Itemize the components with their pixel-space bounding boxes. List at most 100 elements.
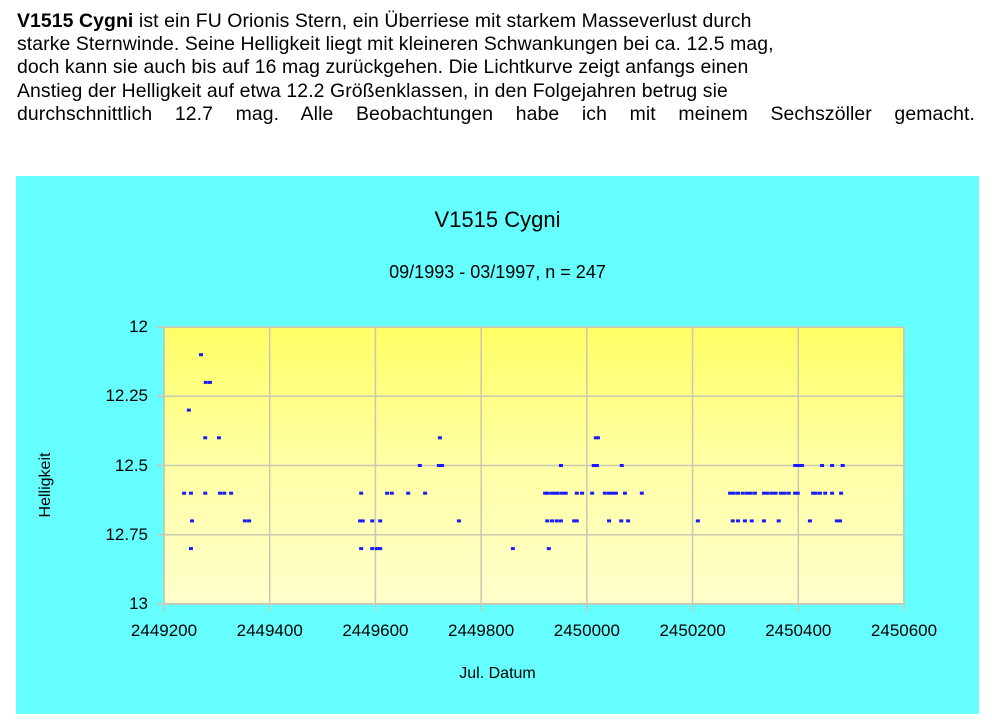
data-point [358,519,363,523]
data-point [796,464,801,467]
y-axis-label: Helligkeit [37,452,54,518]
data-point [563,491,568,495]
chart-svg [157,326,905,611]
data-point [736,491,741,495]
data-point [834,519,839,523]
data-point [619,519,624,523]
data-point [218,491,223,495]
data-point [545,519,550,523]
data-point [619,464,624,467]
star-name: V1515 Cygni [17,10,134,32]
x-tick-label: 2449200 [130,621,198,640]
data-point [742,519,747,523]
data-point [359,491,364,495]
data-point [769,491,774,495]
data-point [594,464,599,467]
data-point [786,491,791,495]
data-point [602,491,607,495]
data-point [736,519,741,523]
data-point [558,519,563,523]
data-point [555,491,560,495]
data-point [389,491,394,495]
data-point [595,436,600,440]
y-tick-label: 12.5 [114,455,148,475]
data-point [188,547,193,551]
data-point [765,491,770,495]
data-point [186,408,191,412]
data-point [622,491,627,495]
data-point [728,491,733,495]
data-point [359,547,364,551]
data-point [830,491,835,495]
data-point [182,491,187,495]
data-point [593,436,598,440]
data-point [776,519,781,523]
data-point [613,491,618,495]
data-point [370,519,375,523]
data-point [222,491,227,495]
data-point [782,491,787,495]
data-point [216,436,221,440]
data-point [730,519,735,523]
x-tick-label: 2449600 [342,621,409,640]
data-point [695,519,700,523]
data-point [610,491,615,495]
data-point [626,519,631,523]
data-point [813,491,818,495]
data-point [830,464,835,467]
data-point [385,491,390,495]
data-point [799,464,804,467]
axis-ticks [157,326,905,611]
data-point [793,464,798,467]
data-point [436,464,441,467]
x-tick-label: 2449400 [236,621,303,640]
data-point [590,491,595,495]
data-point [607,519,612,523]
data-point [793,491,798,495]
data-point [510,547,515,551]
data-point [574,519,579,523]
data-point [807,519,812,523]
x-tick-label: 2450400 [765,621,832,640]
data-point [838,519,843,523]
data-point [811,491,816,495]
data-point [731,491,736,495]
data-point [574,491,579,495]
data-point [749,519,754,523]
intro-line-5: durchschnittlich 12.7 mag. Alle Beobacht… [17,102,975,125]
intro-paragraph: V1515 Cygni ist ein FU Orionis Stern, ei… [17,10,975,126]
data-point [440,464,445,467]
y-tick-label: 12.25 [105,386,148,406]
data-point [761,491,766,495]
data-point [840,464,845,467]
data-point [188,491,193,495]
gridlines [163,326,905,605]
data-point [378,519,383,523]
data-point [752,491,757,495]
chart-title: V1515 Cygni [434,207,561,232]
data-point [820,464,825,467]
data-point [823,491,828,495]
data-point [817,491,822,495]
data-point [437,436,442,440]
data-point [247,519,252,523]
y-tick-label: 12.75 [105,524,148,544]
chart-subtitle: 09/1993 - 03/1997, n = 247 [389,262,606,282]
y-tick-label: 12 [129,317,148,336]
data-point [370,547,375,551]
data-point [778,491,783,495]
x-tick-label: 2450600 [870,621,938,640]
data-point [795,491,800,495]
data-point [580,491,585,495]
data-point [203,436,208,440]
data-point [360,519,365,523]
data-point [203,380,208,384]
data-point [229,491,234,495]
data-point [607,491,612,495]
intro-line-2: starke Sternwinde. Seine Helligkeit lieg… [17,33,774,56]
data-point [423,491,428,495]
x-axis-label: Jul. Datum [459,665,536,682]
chart-panel: V1515 Cygni 09/1993 - 03/1997, n = 247 1… [16,176,979,714]
data-point [545,491,550,495]
intro-line-1-text: ist ein FU Orionis Stern, ein Überriese … [133,10,752,32]
